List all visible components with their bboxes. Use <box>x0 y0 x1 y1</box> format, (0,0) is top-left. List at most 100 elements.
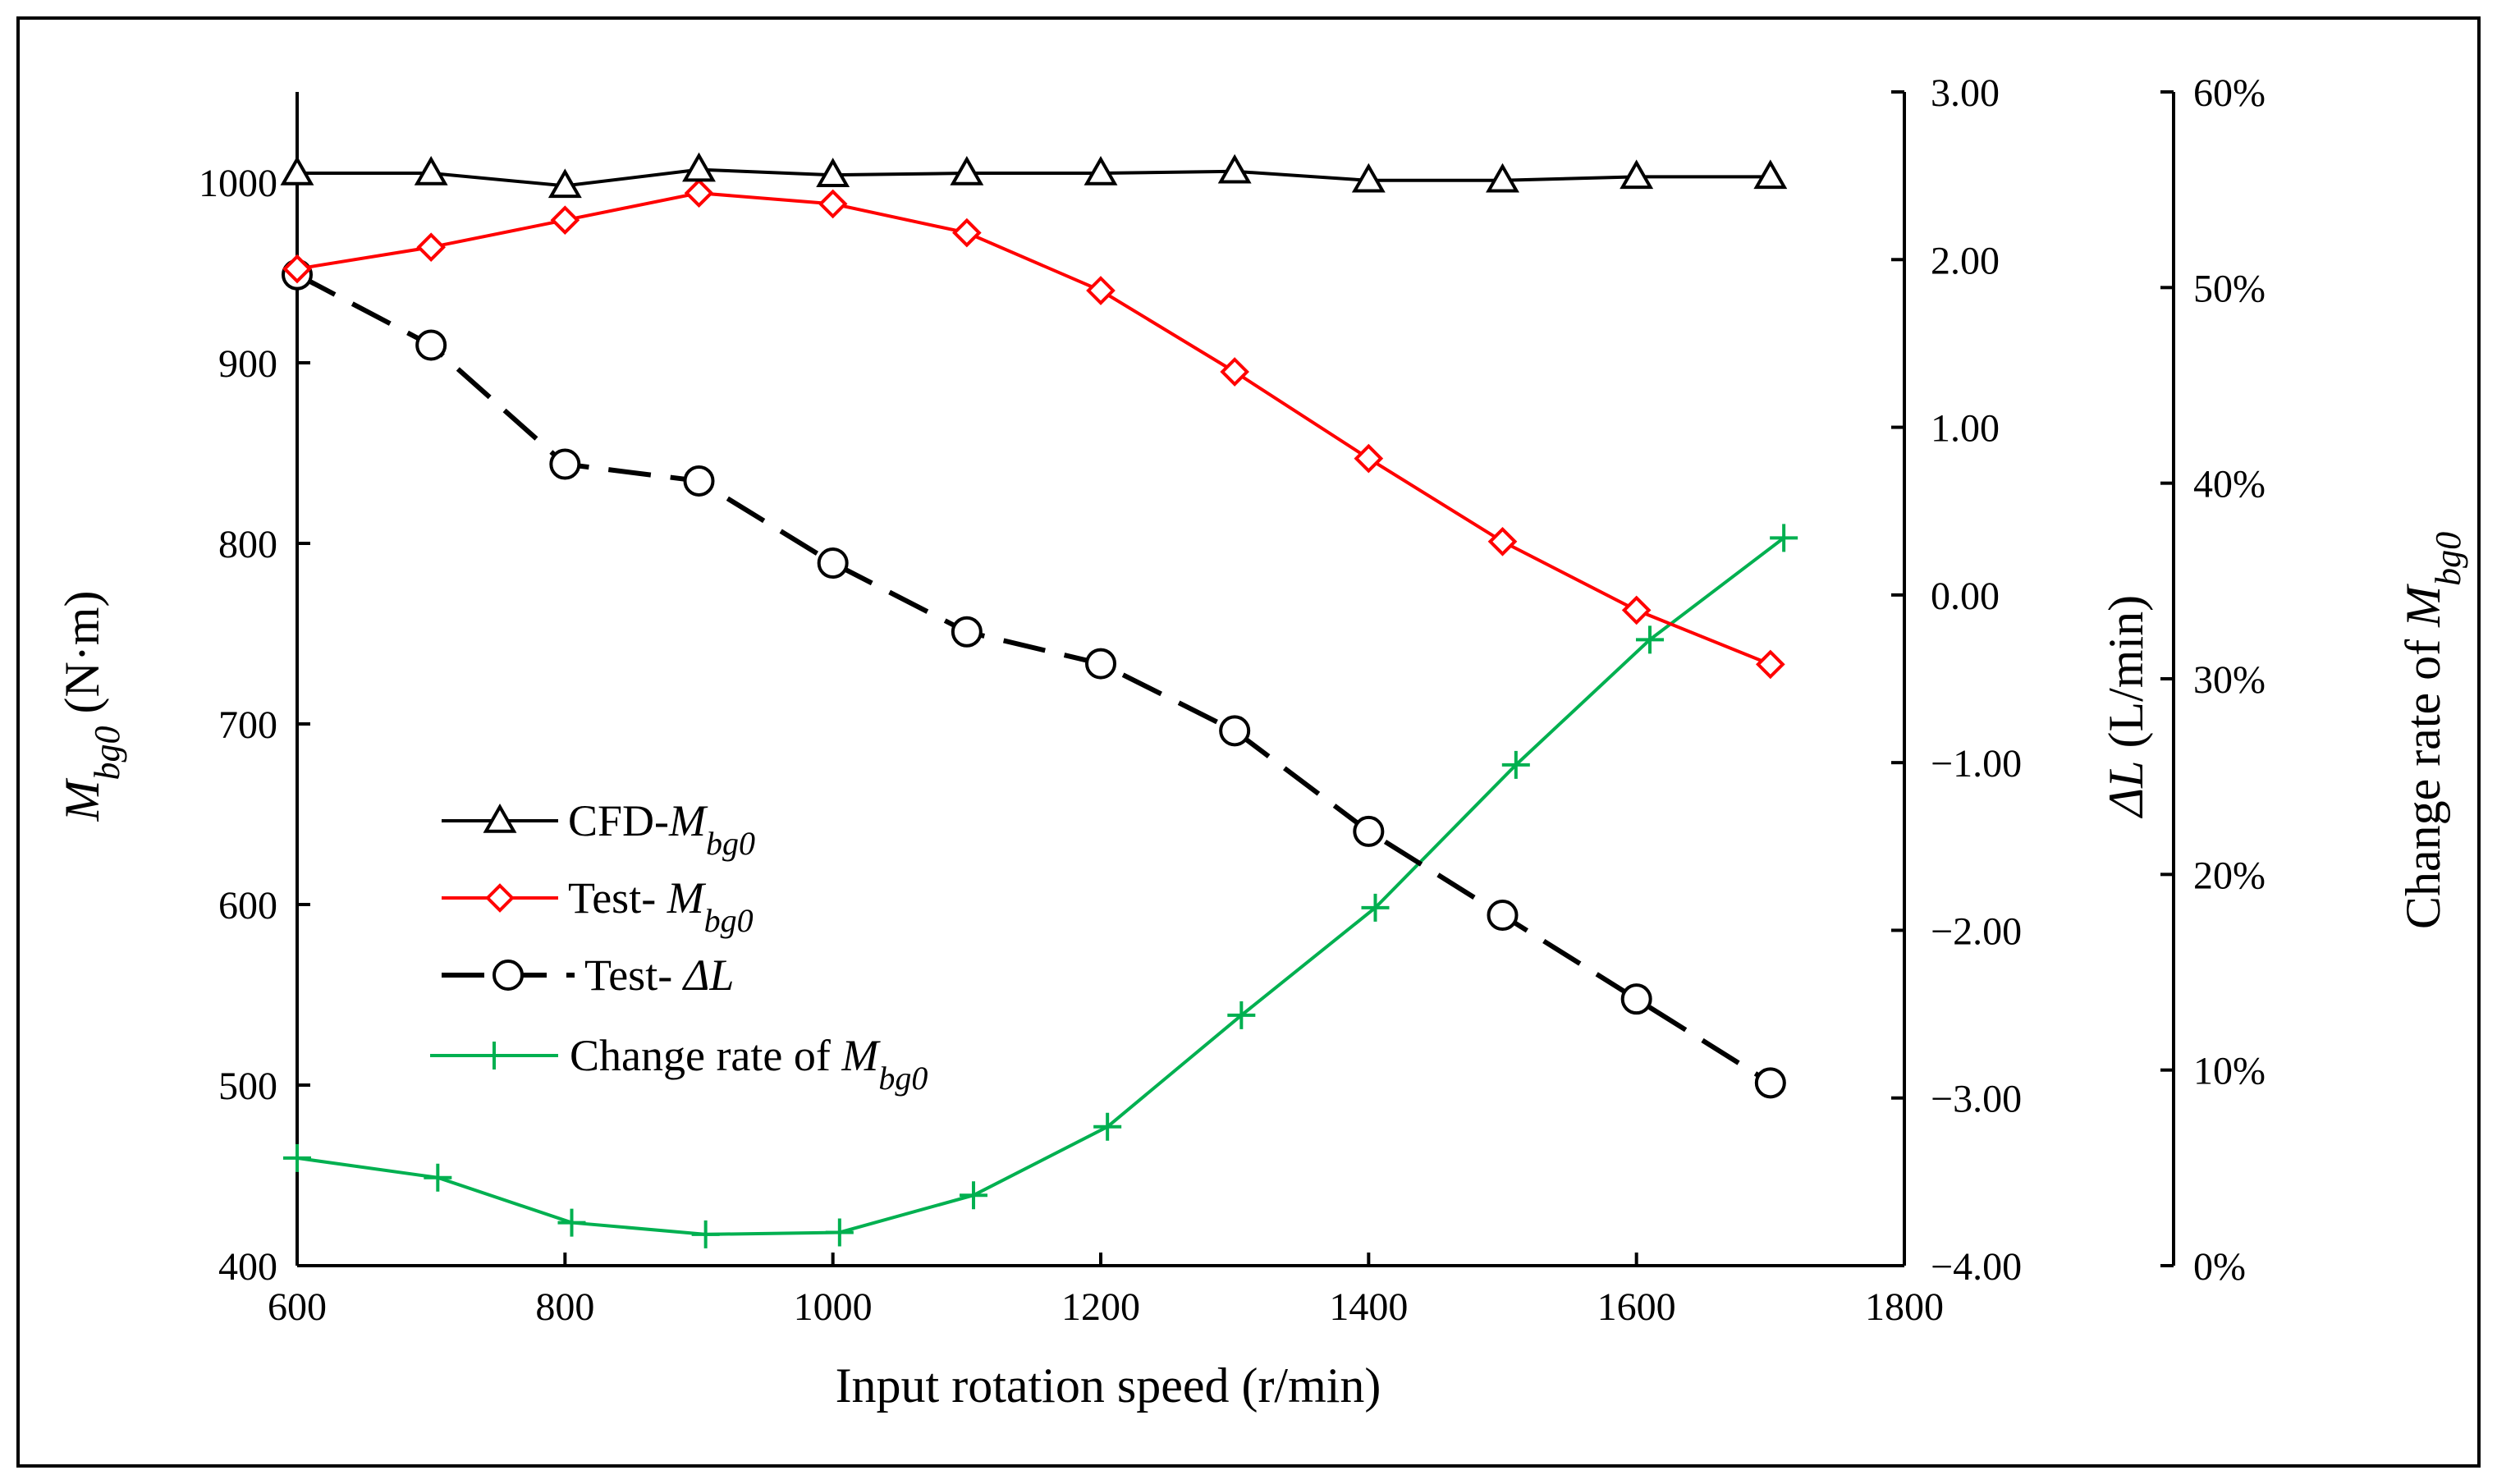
y-right1-axis-title: ΔL (L/min) <box>2099 595 2153 818</box>
svg-text:Change rate of Mbg0: Change rate of Mbg0 <box>570 1031 928 1097</box>
y-right1-tick-label: 2.00 <box>1931 239 2000 282</box>
data-point-triangle <box>950 155 984 186</box>
data-point-plus <box>557 1208 586 1237</box>
data-point-diamond <box>282 254 312 284</box>
data-point-diamond <box>1487 526 1518 556</box>
legend-marker-triangle <box>483 803 517 833</box>
data-point-plus <box>283 1143 311 1172</box>
y-left-title-unit: (N·m) <box>55 591 109 726</box>
y-right1-tick-label: −2.00 <box>1931 909 2022 953</box>
data-point-plus <box>959 1181 987 1210</box>
series-line-plus <box>296 536 1785 1236</box>
series-line-circle <box>296 273 1772 1085</box>
data-point-circle <box>1085 648 1116 680</box>
y-left-tick-label: 700 <box>218 703 277 747</box>
y-right2-tick-label: 40% <box>2193 463 2266 506</box>
series-line-diamond <box>296 191 1771 666</box>
y-right2-tick-label: 30% <box>2193 658 2266 702</box>
x-tick-label: 1200 <box>1061 1285 1140 1329</box>
legend: CFD-Mbg0 Test- Mbg0 Test- ΔL Change rate… <box>430 796 928 1097</box>
y-right2-tick-label: 0% <box>2193 1245 2246 1289</box>
y-right1-tick-label: 3.00 <box>1931 71 2000 115</box>
legend-label-test-dl-var: ΔL <box>682 950 735 1000</box>
data-point-plus <box>1501 750 1530 779</box>
data-point-triangle <box>1084 155 1118 186</box>
data-point-triangle <box>816 158 850 187</box>
y-right1-title-unit: (L/min) <box>2099 595 2153 761</box>
legend-item-test-dl: Test- ΔL <box>442 950 734 1000</box>
x-tick-label: 1800 <box>1865 1285 1944 1329</box>
x-axis-title: Input rotation speed (r/min) <box>836 1358 1381 1413</box>
x-tick-label: 1600 <box>1597 1285 1676 1329</box>
y-right2-title-sub: bg0 <box>2428 532 2468 586</box>
data-point-diamond <box>684 178 714 208</box>
data-point-circle <box>951 616 983 648</box>
data-point-diamond <box>1756 649 1785 680</box>
legend-label-test-sub: bg0 <box>704 902 754 939</box>
y-right2-tick-label: 20% <box>2193 854 2266 897</box>
data-point-diamond <box>1621 595 1652 625</box>
legend-label-change-sub: bg0 <box>878 1060 928 1097</box>
data-point-triangle <box>1351 163 1386 193</box>
data-point-circle <box>1353 815 1385 847</box>
series-line-triangle <box>297 167 1771 188</box>
y-right1-tick-label: −1.00 <box>1931 742 2022 786</box>
y-left-axis-title: Mbg0 (N·m) <box>55 591 127 822</box>
y-right2-title-var: M <box>2396 584 2450 628</box>
y-right1-title-var: ΔL <box>2099 761 2153 819</box>
y-left-tick-label: 1000 <box>199 162 277 205</box>
y-left-tick-label: 800 <box>218 523 277 566</box>
legend-label-cfd-var: M <box>668 796 708 845</box>
svg-text:Test- ΔL: Test- ΔL <box>584 950 734 1000</box>
y-left-title-var: M <box>55 777 109 822</box>
data-point-triangle <box>1486 163 1519 193</box>
legend-label-cfd-sub: bg0 <box>706 825 755 862</box>
data-point-triangle <box>1753 159 1788 190</box>
legend-item-test-mbg0: Test- Mbg0 <box>442 873 754 939</box>
data-point-circle <box>415 329 447 361</box>
data-point-plus <box>1227 1001 1256 1029</box>
series-layer <box>280 152 1798 1248</box>
data-point-diamond <box>1220 357 1249 387</box>
legend-label-test-dl: Test- <box>584 950 684 1000</box>
y-right2-tick-label: 60% <box>2193 71 2266 115</box>
x-tick-label: 800 <box>535 1285 594 1329</box>
data-point-diamond <box>1086 276 1116 305</box>
data-point-plus <box>1361 893 1390 922</box>
data-point-diamond <box>952 218 982 248</box>
x-tick-label: 600 <box>268 1285 327 1329</box>
data-point-circle <box>1487 900 1519 932</box>
legend-label-test: Test- <box>568 873 667 923</box>
data-point-circle <box>1754 1067 1786 1099</box>
y-right2-axis-title: Change rate of Mbg0 <box>2396 532 2468 929</box>
y-right2-title-prefix: Change rate of <box>2396 627 2450 929</box>
legend-label-test-var: M <box>667 873 707 923</box>
data-point-plus <box>1093 1112 1122 1141</box>
data-point-circle <box>817 547 849 579</box>
y-right1-tick-label: 1.00 <box>1931 407 2000 451</box>
y-right2-tick-label: 50% <box>2193 267 2266 310</box>
data-point-circle <box>683 465 715 497</box>
y-right2-tick-label: 10% <box>2193 1050 2266 1093</box>
y-left-tick-label: 600 <box>218 884 277 928</box>
data-point-plus <box>424 1163 452 1192</box>
y-right1-tick-label: −3.00 <box>1931 1078 2022 1121</box>
axes: 600 800 1000 1200 1400 1600 1800 400 500 600 700 80… <box>199 71 2266 1329</box>
data-point-triangle <box>1217 153 1252 184</box>
y-right1-tick-label: 0.00 <box>1931 575 2000 618</box>
y-right1-tick-label: −4.00 <box>1931 1245 2022 1289</box>
y-left-tick-label: 900 <box>218 342 277 386</box>
data-point-circle <box>1219 715 1251 747</box>
legend-item-change-rate: Change rate of Mbg0 <box>430 1031 928 1097</box>
data-point-triangle <box>1620 159 1654 190</box>
data-point-circle <box>549 448 581 480</box>
data-point-diamond <box>1354 443 1384 474</box>
data-point-plus <box>1770 524 1798 552</box>
legend-marker-diamond <box>485 883 515 913</box>
data-point-triangle <box>682 152 716 182</box>
legend-item-cfd-mbg0: CFD-Mbg0 <box>442 796 755 862</box>
data-point-triangle <box>548 168 582 199</box>
svg-text:Test- Mbg0: Test- Mbg0 <box>568 873 754 939</box>
legend-label-change-var: M <box>841 1031 881 1080</box>
